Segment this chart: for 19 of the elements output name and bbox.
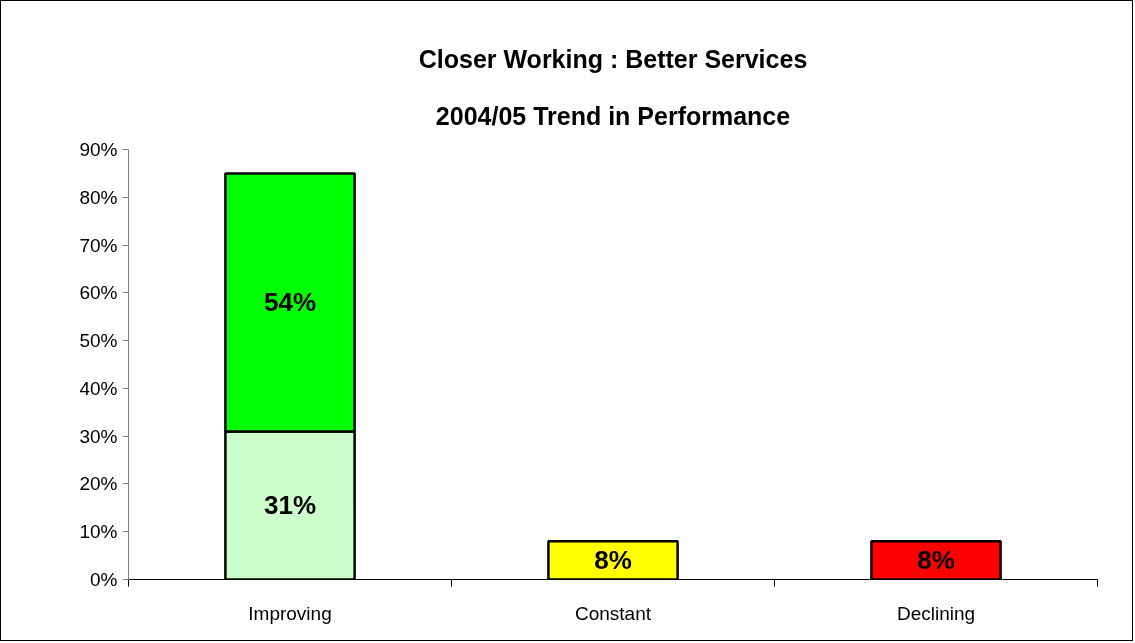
data-label: 8%	[917, 545, 955, 576]
data-label: 54%	[263, 287, 317, 318]
y-tick-label: 80%	[79, 186, 118, 208]
y-tick-label: 50%	[79, 330, 118, 352]
y-tick-label: 10%	[79, 521, 118, 543]
x-tick-label: Constant	[574, 602, 652, 624]
chart-subtitle: 2004/05 Trend in Performance	[435, 101, 791, 130]
x-tick-label: Declining	[896, 602, 976, 624]
y-tick-label: 60%	[79, 282, 118, 304]
y-tick-label: 90%	[79, 139, 118, 160]
y-tick-label: 20%	[79, 473, 118, 495]
y-tick-label: 40%	[79, 377, 118, 399]
chart-title: Closer Working : Better Services	[418, 45, 808, 73]
data-label: 8%	[594, 545, 632, 576]
y-tick-label: 30%	[79, 425, 118, 447]
x-tick-label: Improving	[248, 602, 332, 624]
data-label: 31%	[263, 490, 317, 521]
y-tick-label: 70%	[79, 234, 118, 256]
y-tick-label: 0%	[90, 569, 118, 590]
